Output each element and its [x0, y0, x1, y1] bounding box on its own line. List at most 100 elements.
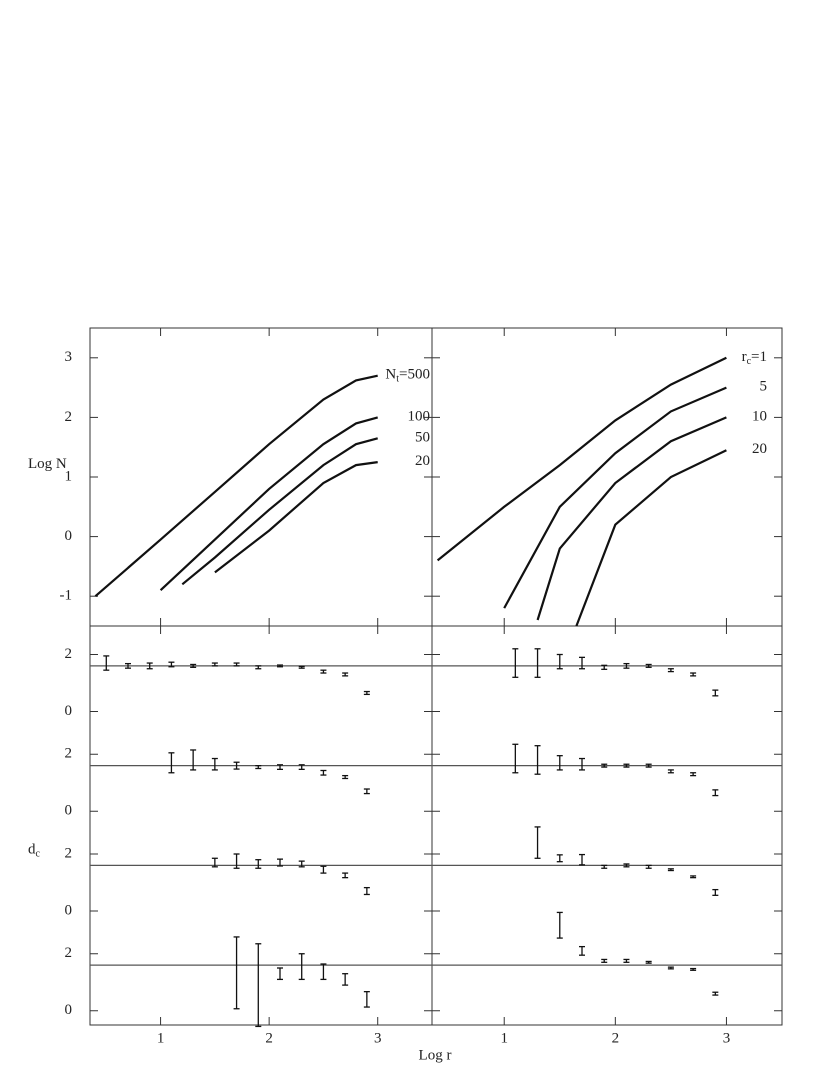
left-frame [89, 327, 433, 1026]
error-bar [320, 669, 327, 674]
error-bar [534, 826, 541, 859]
y-tick-label: 2 [65, 646, 73, 662]
error-bar [277, 967, 283, 981]
x-tick-label: 2 [265, 1030, 273, 1046]
error-bar [645, 864, 652, 869]
error-bar [601, 763, 608, 768]
y-axis-label: Log N [28, 457, 67, 473]
error-bar [342, 872, 349, 879]
curve-label: rc=1 [742, 349, 767, 367]
y-tick-label: 0 [65, 703, 73, 719]
error-bar [320, 865, 327, 874]
error-bar [712, 789, 719, 797]
x-tick-label: 3 [374, 1030, 382, 1046]
error-bar [667, 868, 674, 872]
curve-label: 10 [752, 409, 767, 425]
x-axis-label: Log r [419, 1047, 452, 1063]
y-tick-label: 0 [65, 1002, 73, 1018]
error-bar [645, 763, 652, 768]
error-bar [320, 769, 327, 776]
error-bar [125, 662, 131, 669]
error-bar [623, 863, 630, 868]
y-tick-label: 1 [65, 468, 73, 484]
error-bar [342, 672, 349, 677]
error-bar [623, 763, 630, 768]
label-eq: = [399, 367, 407, 383]
error-bar [233, 662, 240, 667]
error-bar [168, 661, 175, 668]
error-bar [211, 857, 218, 868]
error-bar [190, 663, 197, 668]
error-bar [255, 765, 262, 770]
label-value: 50 [415, 430, 430, 446]
curve [181, 437, 378, 586]
error-bar [233, 936, 240, 1010]
label-sub: t [396, 374, 399, 385]
curve [536, 416, 727, 621]
label-value: 100 [408, 409, 431, 425]
x-tick-label: 2 [612, 1030, 620, 1046]
label-eq: = [751, 349, 759, 365]
error-bar [712, 689, 719, 697]
x-tick-label: 1 [157, 1030, 165, 1046]
x-tick-label: 1 [500, 1030, 508, 1046]
error-bar [298, 860, 305, 868]
curve [575, 449, 727, 627]
curve [214, 461, 378, 574]
y-tick-label: 2 [65, 409, 73, 425]
error-bar [556, 911, 563, 939]
error-bar [363, 788, 370, 795]
y-axis-label-text: Log N [28, 457, 67, 473]
error-bar [579, 656, 585, 670]
error-bar [579, 853, 585, 866]
error-bar [211, 757, 218, 771]
error-bar [103, 655, 110, 671]
curve-label: 20 [415, 454, 430, 470]
error-bar [146, 662, 153, 670]
error-bar [190, 749, 197, 771]
error-bar [712, 991, 719, 996]
error-bar [534, 648, 541, 678]
curve-label: 5 [760, 379, 768, 395]
curve-label: 20 [752, 442, 767, 458]
error-bar [690, 772, 697, 777]
y-tick-label: 2 [65, 746, 73, 762]
curve [436, 356, 727, 562]
curve [503, 386, 727, 609]
error-bar [277, 664, 283, 668]
error-bar [712, 888, 719, 896]
error-bar [342, 973, 349, 986]
error-bar [667, 966, 674, 970]
error-bar [255, 943, 262, 1028]
error-bar [645, 663, 652, 668]
y-tick-label: 2 [65, 845, 73, 861]
error-bar [534, 745, 541, 775]
error-bar [556, 755, 563, 771]
error-bar [342, 774, 349, 780]
error-bar [363, 886, 370, 896]
curve-label: Nt=500 [385, 367, 430, 385]
label-symbol: N [385, 367, 396, 383]
error-bar [623, 662, 630, 669]
error-bar [623, 958, 630, 963]
error-bar [579, 757, 585, 771]
label-value: 1 [760, 349, 768, 365]
curve-label: 100 [408, 409, 431, 425]
error-bar [233, 853, 240, 869]
error-bar [556, 854, 563, 863]
error-bar [255, 859, 262, 869]
label-value: 10 [752, 409, 767, 425]
error-bar [690, 967, 697, 971]
y-tick-label: 2 [65, 945, 73, 961]
right-frame [431, 327, 783, 1026]
label-symbol: r [742, 349, 747, 365]
error-bar [277, 764, 283, 771]
error-bar [255, 665, 262, 670]
y-axis-label-sub: c [36, 849, 41, 860]
curve-label: 50 [415, 430, 430, 446]
y-tick-label: 3 [65, 349, 73, 365]
label-value: 5 [760, 379, 768, 395]
error-bar [601, 864, 608, 869]
label-value: 500 [408, 367, 431, 383]
